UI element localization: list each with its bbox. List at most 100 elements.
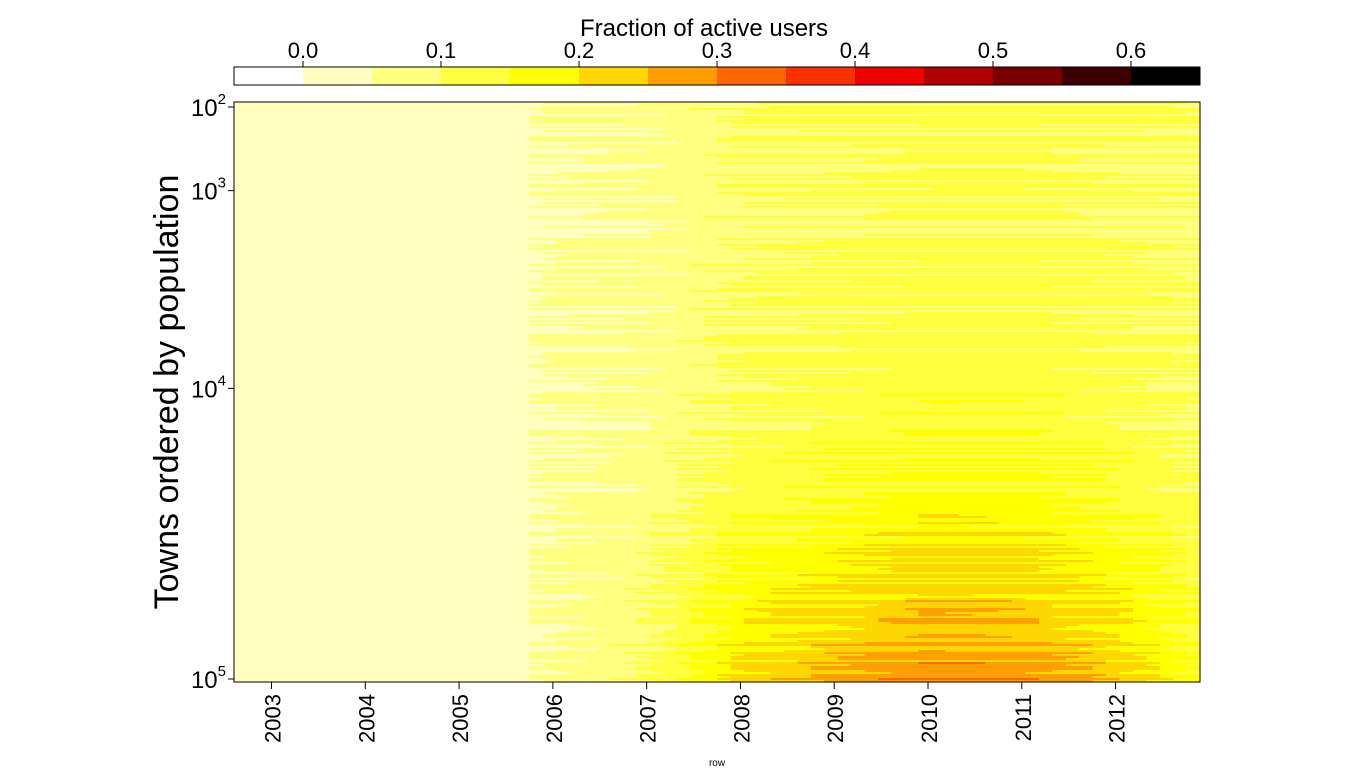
heatmap-cell (1146, 108, 1161, 111)
heatmap-cell (649, 104, 664, 107)
heatmap-cell (1146, 110, 1161, 113)
heatmap-cell (730, 116, 745, 119)
heatmap-cell (395, 110, 410, 113)
heatmap-cell (891, 114, 906, 117)
heatmap-cell (381, 104, 396, 107)
heatmap-cell (703, 108, 718, 111)
heatmap-cell (824, 112, 839, 115)
heatmap-cell (569, 104, 584, 107)
heatmap-cell (596, 110, 611, 113)
heatmap-cell (260, 118, 275, 121)
heatmap-cell (274, 104, 289, 107)
heatmap-cell (462, 118, 477, 121)
heatmap-cell (408, 108, 423, 111)
heatmap-cell (851, 116, 866, 119)
colorbar-bin (717, 67, 787, 85)
colorbar-bin (372, 67, 442, 85)
heatmap-cell (730, 106, 745, 109)
heatmap-cell (985, 112, 1000, 115)
heatmap-cell (1132, 114, 1147, 117)
heatmap-cell (448, 106, 463, 109)
heatmap-cell (582, 102, 597, 105)
heatmap-cell (623, 122, 638, 125)
heatmap-cell (1132, 106, 1147, 109)
heatmap-cell (797, 104, 812, 107)
heatmap-cell (488, 118, 503, 121)
heatmap-cell (354, 122, 369, 125)
heatmap-cell (1092, 122, 1107, 125)
heatmap-cell (1132, 102, 1147, 105)
heatmap-cell (636, 102, 651, 105)
heatmap-cell (1012, 106, 1027, 109)
heatmap-cell (260, 104, 275, 107)
heatmap-cell (1186, 114, 1201, 117)
heatmap-cell (1052, 108, 1067, 111)
heatmap-cell (676, 102, 691, 105)
heatmap-cell (1092, 108, 1107, 111)
heatmap-cell (274, 114, 289, 117)
heatmap-cell (878, 102, 893, 105)
heatmap-cell (435, 110, 450, 113)
heatmap-cell (542, 118, 557, 121)
heatmap-cell (314, 112, 329, 115)
heatmap-cell (810, 110, 825, 113)
heatmap-cell (945, 120, 960, 123)
heatmap-cell (971, 108, 986, 111)
colorbar-bin (1062, 67, 1132, 85)
heatmap-cell (488, 110, 503, 113)
heatmap-cell (757, 122, 772, 125)
heatmap-cell (368, 116, 383, 119)
heatmap-cell (891, 110, 906, 113)
heatmap-cell (1065, 116, 1080, 119)
heatmap-cell (837, 114, 852, 117)
heatmap-cell (515, 112, 530, 115)
heatmap-cell (797, 110, 812, 113)
heatmap-row (234, 118, 1201, 121)
colorbar-bin (441, 67, 511, 85)
heatmap-cell (690, 104, 705, 107)
heatmap-cell (1065, 120, 1080, 123)
heatmap-cell (502, 106, 517, 109)
heatmap-cell (1132, 108, 1147, 111)
heatmap-cell (971, 104, 986, 107)
heatmap-cell (1119, 110, 1134, 113)
heatmap-cell (958, 106, 973, 109)
heatmap-cell (945, 112, 960, 115)
heatmap-cell (448, 120, 463, 123)
heatmap-cell (985, 114, 1000, 117)
heatmap-cell (502, 120, 517, 123)
heatmap-cell (609, 108, 624, 111)
heatmap-cell (971, 102, 986, 105)
heatmap-cell (1079, 104, 1094, 107)
heatmap-cell (703, 120, 718, 123)
heatmap-cell (878, 106, 893, 109)
heatmap-cell (649, 106, 664, 109)
heatmap-cell (998, 104, 1013, 107)
heatmap-cell (435, 102, 450, 105)
heatmap-cell (918, 112, 933, 115)
heatmap-cell (260, 116, 275, 119)
heatmap-cell (730, 110, 745, 113)
heatmap-cell (851, 114, 866, 117)
heatmap-cell (1012, 120, 1027, 123)
heatmap-cell (757, 108, 772, 111)
heatmap-cell (421, 112, 436, 115)
heatmap-row (234, 104, 1201, 107)
heatmap-cell (247, 108, 262, 111)
heatmap-cell (985, 108, 1000, 111)
heatmap-cell (1106, 120, 1121, 123)
colorbar-bins (234, 67, 1201, 85)
heatmap-cell (247, 118, 262, 121)
heatmap-cell (1052, 106, 1067, 109)
heatmap-cell (985, 122, 1000, 125)
heatmap-cell (891, 116, 906, 119)
heatmap-cell (408, 112, 423, 115)
heatmap-cell (395, 114, 410, 117)
heatmap-cell (958, 108, 973, 111)
heatmap-cell (730, 104, 745, 107)
heatmap-cell (636, 110, 651, 113)
heatmap-cell (864, 108, 879, 111)
heatmap-cell (1146, 114, 1161, 117)
heatmap-cell (435, 106, 450, 109)
heatmap-cell (931, 108, 946, 111)
